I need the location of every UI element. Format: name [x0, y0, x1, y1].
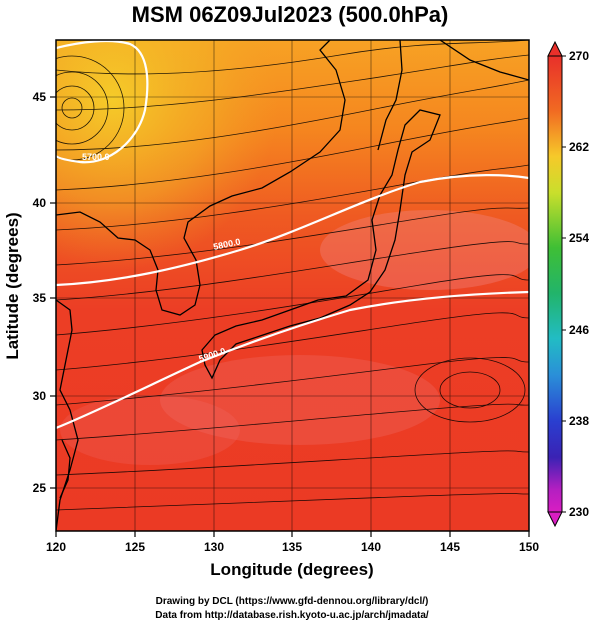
colorbar: 270 262 254 246 238 230	[547, 40, 589, 528]
height-contours	[56, 40, 529, 430]
y-tick-labels: 25 30 35 40 45	[33, 90, 47, 495]
colorbar-label: 230	[569, 505, 589, 519]
contour-5700-line	[56, 40, 149, 164]
colorbar-bottom-arrow	[547, 511, 563, 528]
plot-area: 5700.0 5800.0 5900.0	[56, 40, 529, 531]
colorbar-top-arrow	[547, 40, 563, 57]
warm-patch	[320, 210, 529, 290]
contour-5800-line	[56, 174, 529, 287]
x-tick-label: 145	[440, 540, 460, 554]
x-tick-label: 135	[282, 540, 302, 554]
x-tick-label: 150	[519, 540, 539, 554]
gridlines	[56, 40, 529, 531]
y-tick-label: 35	[33, 291, 47, 305]
colorbar-label: 254	[569, 231, 589, 245]
y-tick-label: 25	[33, 481, 47, 495]
warm-patch	[160, 355, 440, 445]
x-axis-title: Longitude (degrees)	[210, 560, 373, 579]
credit-data-source: Data from http://database.rish.kyoto-u.a…	[155, 610, 429, 621]
x-tick-label: 120	[46, 540, 66, 554]
y-tick-label: 40	[33, 196, 47, 210]
x-tick-label: 130	[204, 540, 224, 554]
colorbar-label: 238	[569, 414, 589, 428]
colorbar-scale	[547, 55, 563, 513]
contour-label-5700: 5700.0	[82, 152, 110, 162]
colorbar-label: 246	[569, 323, 589, 337]
x-tick-labels: 120 125 130 135 140 145 150	[46, 540, 539, 554]
contour-5900-line	[56, 290, 529, 430]
y-tick-label: 30	[33, 389, 47, 403]
colorbar-label: 262	[569, 140, 589, 154]
y-axis-title: Latitude (degrees)	[3, 212, 22, 359]
warm-patch	[60, 395, 240, 465]
x-tick-label: 140	[361, 540, 381, 554]
map-title: MSM 06Z09Jul2023 (500.0hPa)	[132, 2, 449, 27]
colorbar-label: 270	[569, 49, 589, 63]
credit-drawing: Drawing by DCL (https://www.gfd-dennou.o…	[156, 596, 429, 607]
tick-marks	[50, 96, 530, 537]
y-tick-label: 45	[33, 90, 47, 104]
x-tick-label: 125	[125, 540, 145, 554]
